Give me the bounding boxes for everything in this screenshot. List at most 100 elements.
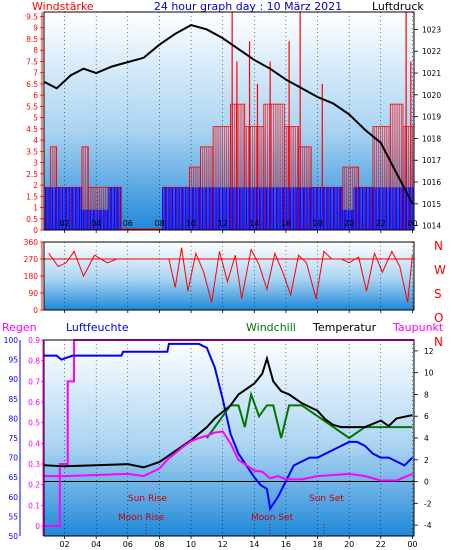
temperature-tick-label: 4 bbox=[424, 434, 429, 443]
wind-tick-label: 1.5 bbox=[26, 192, 38, 201]
time-tick-label: 06 bbox=[123, 219, 133, 228]
wind-tick-label: 9.5 bbox=[26, 12, 38, 21]
wind-tick-label: 4 bbox=[33, 136, 38, 145]
time-tick-label: 08 bbox=[154, 540, 164, 549]
pressure-line bbox=[43, 24, 414, 205]
dewpoint-line bbox=[44, 430, 413, 482]
temperature-tick-label: 6 bbox=[424, 412, 429, 421]
direction-tick-label: 90 bbox=[28, 289, 38, 298]
time-tick-label: 08 bbox=[154, 219, 164, 228]
dewpoint-legend: Taupunkt bbox=[392, 321, 444, 334]
sun-set-label: Sun Set bbox=[309, 494, 344, 504]
humidity-tick-label: 60 bbox=[8, 493, 18, 502]
wind-direction-frame bbox=[43, 241, 415, 311]
humidity-tick-label: 65 bbox=[8, 473, 18, 482]
rain-tick-label: 0.7 bbox=[28, 377, 40, 386]
humidity-tick-label: 85 bbox=[8, 395, 18, 404]
rain-tick-label: 0.3 bbox=[28, 460, 40, 469]
windchill-line bbox=[206, 390, 413, 440]
wind-tick-label: 5.5 bbox=[26, 102, 38, 111]
humidity-tick-label: 75 bbox=[8, 434, 18, 443]
wind-tick-label: 0.5 bbox=[26, 215, 38, 224]
rain-tick-label: 0.1 bbox=[28, 501, 40, 510]
humidity-tick-label: 95 bbox=[8, 356, 18, 365]
temperature-tick-label: 10 bbox=[424, 369, 434, 378]
humidity-tick-label: 50 bbox=[8, 532, 18, 541]
direction-tick-label: 270 bbox=[24, 255, 39, 264]
temperature-tick-label: -2 bbox=[424, 499, 432, 508]
humidity-tick-label: 90 bbox=[8, 375, 18, 384]
compass-label: S bbox=[434, 287, 442, 301]
time-tick-label: 12 bbox=[218, 540, 228, 549]
time-tick-label: 10 bbox=[186, 540, 196, 549]
wind-tick-label: 3 bbox=[33, 159, 38, 168]
temperature-line bbox=[43, 354, 413, 469]
compass-label: O bbox=[434, 311, 443, 325]
time-tick-label: 12 bbox=[218, 219, 228, 228]
time-tick-label: 00 bbox=[407, 540, 417, 549]
climate-plot-area bbox=[44, 340, 414, 536]
time-tick-label: 20 bbox=[344, 219, 354, 228]
wind-tick-label: 2.5 bbox=[26, 170, 38, 179]
time-tick-label: 16 bbox=[281, 219, 291, 228]
compass-label: N bbox=[434, 335, 443, 349]
wind-pressure-frame bbox=[43, 11, 415, 231]
time-tick-label: 04 bbox=[91, 540, 101, 549]
pressure-tick-label: 1015 bbox=[422, 200, 441, 209]
direction-tick-label: 0 bbox=[33, 306, 38, 315]
wind-tick-label: 8 bbox=[33, 46, 38, 55]
pressure-tick-label: 1017 bbox=[422, 156, 441, 165]
time-tick-label: 18 bbox=[312, 219, 322, 228]
humidity-tick-label: 80 bbox=[8, 414, 18, 423]
time-tick-label: 14 bbox=[249, 219, 259, 228]
pressure-tick-label: 1021 bbox=[422, 69, 441, 78]
wind-tick-label: 1 bbox=[33, 204, 38, 213]
climate-frame bbox=[43, 339, 415, 537]
wind-tick-label: 2 bbox=[33, 181, 38, 190]
pressure-tick-label: 1020 bbox=[422, 91, 441, 100]
windchill-legend: Windchill bbox=[246, 321, 296, 334]
rain-tick-label: 0.8 bbox=[28, 357, 40, 366]
rain-tick-label: 0.9 bbox=[28, 336, 40, 345]
pressure-tick-label: 1014 bbox=[422, 222, 441, 231]
time-tick-label: 06 bbox=[123, 540, 133, 549]
wind-tick-label: 5 bbox=[33, 114, 38, 123]
rain-tick-label: 0.5 bbox=[28, 419, 40, 428]
time-tick-label: 16 bbox=[281, 540, 291, 549]
humidity-tick-label: 70 bbox=[8, 454, 18, 463]
climate-chart: 100959085807570656055500.90.80.70.60.50.… bbox=[4, 336, 434, 549]
pressure-tick-label: 1023 bbox=[422, 25, 441, 34]
compass-label: N bbox=[434, 239, 443, 253]
rain-tick-label: 0.2 bbox=[28, 481, 40, 490]
wind-tick-label: 6 bbox=[33, 91, 38, 100]
chart-title: 24 hour graph day : 10 März 2021 bbox=[154, 0, 342, 13]
time-tick-label: 20 bbox=[344, 540, 354, 549]
pressure-tick-label: 1019 bbox=[422, 113, 441, 122]
time-tick-label: 18 bbox=[312, 540, 322, 549]
temperature-tick-label: 2 bbox=[424, 456, 429, 465]
time-tick-label: 00 bbox=[407, 219, 417, 228]
time-tick-label: 22 bbox=[376, 540, 386, 549]
wind-tick-label: 7 bbox=[33, 69, 38, 78]
moon-rise-label: Moon Rise bbox=[118, 513, 165, 523]
pressure-axis-title: Luftdruck bbox=[372, 0, 424, 13]
rain-tick-label: 0.6 bbox=[28, 398, 40, 407]
direction-tick-label: 180 bbox=[24, 272, 39, 281]
time-tick-label: 02 bbox=[59, 540, 69, 549]
time-tick-label: 04 bbox=[91, 219, 101, 228]
pressure-tick-label: 1022 bbox=[422, 47, 441, 56]
wind-direction-line bbox=[48, 247, 413, 303]
time-tick-label: 14 bbox=[249, 540, 259, 549]
sun-rise-label: Sun Rise bbox=[128, 494, 167, 504]
wind-axis-title: Windstärke bbox=[32, 0, 94, 13]
wind-tick-label: 4.5 bbox=[26, 125, 38, 134]
wind-tick-label: 9 bbox=[33, 24, 38, 33]
time-tick-label: 10 bbox=[186, 219, 196, 228]
wind-tick-label: 3.5 bbox=[26, 147, 38, 156]
pressure-tick-label: 1018 bbox=[422, 134, 441, 143]
moon-set-label: Moon Set bbox=[251, 513, 294, 523]
humidity-tick-label: 55 bbox=[8, 512, 18, 521]
